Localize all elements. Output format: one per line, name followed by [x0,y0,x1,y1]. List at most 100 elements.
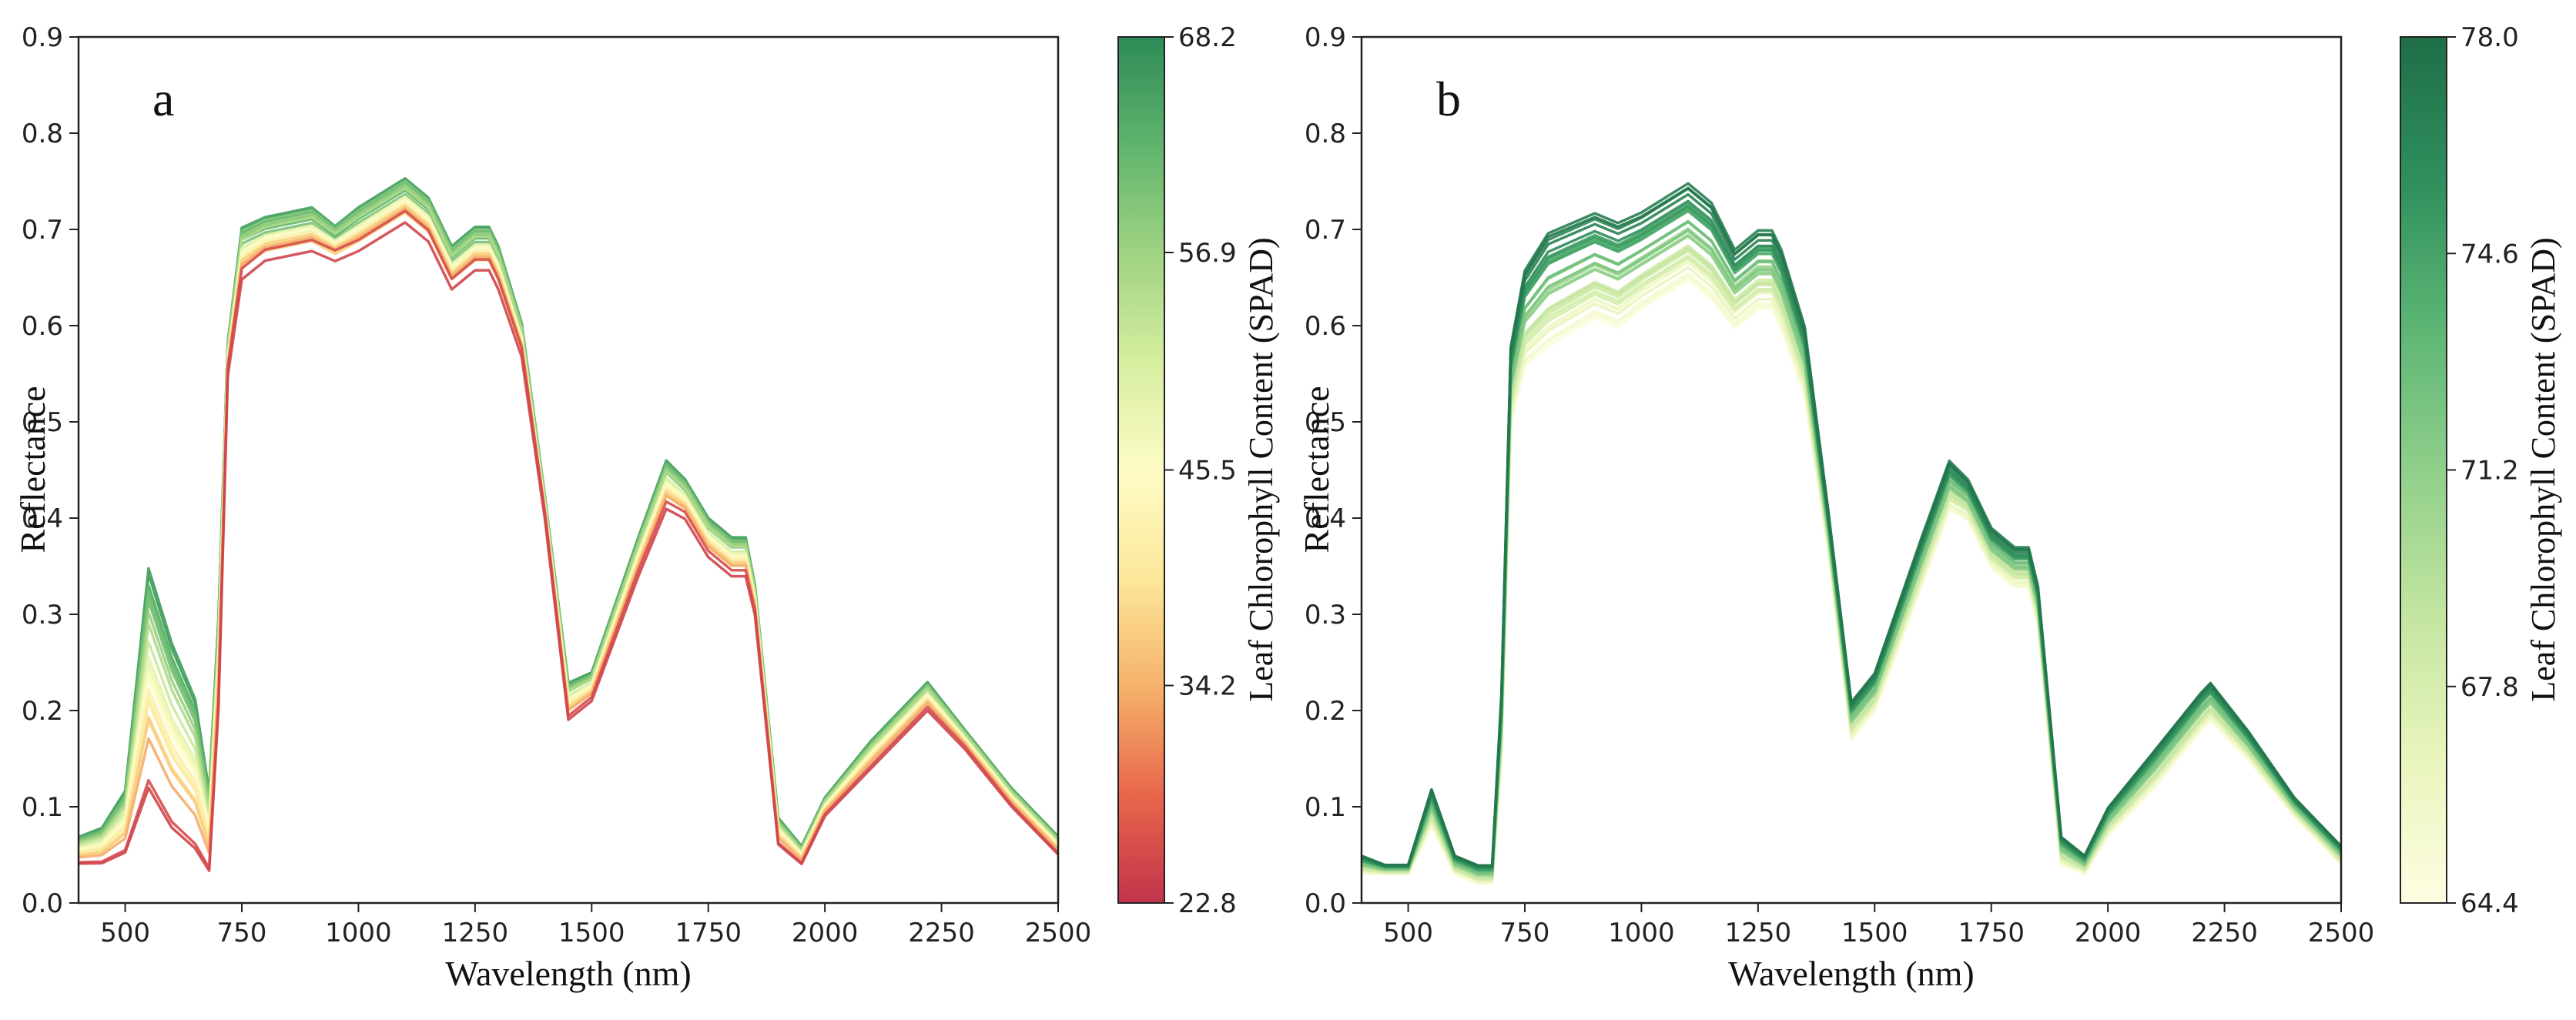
colorbar-tick-label: 67.8 [2460,672,2519,703]
colorbar-tick-label: 64.4 [2460,888,2519,919]
y-tick-label: 0.2 [1305,696,1346,727]
y-tick-label: 0.7 [1305,215,1346,246]
colorbar-tick-label: 45.5 [1178,456,1237,487]
x-tick-label: 2500 [1025,918,1092,948]
panel-b-frame [1360,35,2343,905]
x-tick-label: 1000 [325,918,392,948]
spectrum-curve [79,204,1058,858]
spectrum-curve [79,210,1058,860]
panel-a-colorbar-label: Leaf Chlorophyll Content (SPAD) [1242,237,1280,701]
y-tick-label: 0.1 [1305,792,1346,823]
spectrum-curve [79,196,1058,854]
panel-a: 500 750 1000 1250 1500 1750 2000 2250 2500 0.00.… [13,22,1280,993]
spectrum-curve [1362,266,2341,882]
spectrum-curve [79,202,1058,857]
spectrum-curve [79,188,1058,849]
spectrum-curve [1362,246,2341,880]
panel-b-x-axis-label: Wavelength (nm) [1728,954,1974,993]
panel-a-colorbar-ticks: 22.8 34.2 45.5 56.9 68.2 [1164,22,1237,919]
panel-b-x-ticks: 500 750 1000 1250 1500 1750 2000 2250 2500 [1383,903,2374,948]
colorbar-tick-label: 56.9 [1178,238,1237,269]
panel-a-y-ticks: 0.0 0.1 0.2 0.3 0.4 0.5 0.6 0.7 0.8 0.9 [22,22,79,919]
spectrum-curve [79,196,1058,855]
y-tick-label: 0.0 [1305,888,1346,919]
spectrum-curve [79,183,1058,851]
panel-a-y-axis-label: Reflectance [13,386,52,553]
x-tick-label: 2250 [2191,918,2258,948]
x-tick-label: 1750 [675,918,742,948]
spectrum-curve [1362,249,2341,880]
panel-b-colorbar [2400,36,2447,904]
spectrum-curve [79,179,1058,850]
spectrum-curve [1362,186,2341,868]
panel-b-colorbar-label: Leaf Chlorophyll Content (SPAD) [2524,237,2562,701]
spectrum-curve [1362,246,2341,879]
x-tick-label: 750 [1500,918,1550,948]
panel-a-x-ticks: 500 750 1000 1250 1500 1750 2000 2250 2500 [100,903,1091,948]
y-tick-label: 0.6 [1305,311,1346,342]
spectrum-curve [1362,259,2341,883]
panel-a-curves [79,176,1058,872]
spectrum-curve [79,185,1058,849]
x-tick-label: 500 [1383,918,1433,948]
colorbar-tick-label: 34.2 [1178,671,1237,702]
x-tick-label: 1500 [1841,918,1908,948]
y-tick-label: 0.3 [22,600,63,630]
spectrum-curve [79,177,1058,848]
spectrum-curve [79,182,1058,848]
spectrum-curve [79,202,1058,856]
spectrum-curve [79,202,1058,856]
spectrum-curve [79,202,1058,858]
spectrum-curve [1362,256,2341,881]
spectrum-curve [1362,260,2341,884]
colorbar-tick-label: 71.2 [2460,456,2519,487]
x-tick-label: 2000 [2075,918,2142,948]
colorbar-tick-label: 74.6 [2460,239,2519,269]
x-tick-label: 2500 [2308,918,2375,948]
spectrum-curve [1362,254,2341,881]
panel-a-letter: a [152,72,174,126]
spectrum-curve [79,195,1058,855]
y-tick-label: 0.3 [1305,600,1346,630]
x-tick-label: 1750 [1958,918,2025,948]
panel-b-y-axis-label: Reflectance [1297,386,1336,553]
spectrum-curve [1362,249,2341,881]
y-tick-label: 0.9 [22,22,63,53]
panel-b-colorbar-ticks: 64.4 67.8 71.2 74.6 78.0 [2447,22,2519,919]
x-tick-label: 1250 [442,918,509,948]
colorbar-tick-label: 78.0 [2460,22,2519,53]
y-tick-label: 0.9 [1305,22,1346,53]
y-tick-label: 0.8 [1305,119,1346,149]
spectrum-curve [79,200,1058,856]
spectrum-curve [79,186,1058,852]
y-tick-label: 0.4 [22,503,63,534]
panel-b: 500 750 1000 1250 1500 1750 2000 2250 2500 0.0 0.… [1297,22,2562,993]
spectrum-curve [79,198,1058,856]
spectrum-curve [79,203,1058,858]
spectrum-curve [79,192,1058,851]
spectrum-curve [79,182,1058,850]
y-tick-label: 0.5 [1305,407,1346,438]
panel-b-letter: b [1436,72,1461,126]
spectrum-curve [79,206,1058,861]
y-tick-label: 0.2 [22,696,63,727]
y-tick-label: 0.6 [22,311,63,342]
x-tick-label: 1000 [1608,918,1675,948]
spectrum-curve [79,203,1058,858]
spectrum-curve [1362,277,2341,885]
y-tick-label: 0.4 [1305,503,1346,534]
spectrum-curve [79,221,1058,872]
x-tick-label: 1250 [1725,918,1792,948]
y-tick-label: 0.8 [22,119,63,149]
spectrum-curve [79,176,1058,848]
spectrum-curve [79,189,1058,850]
spectrum-curve [1362,244,2341,880]
x-tick-label: 2250 [908,918,975,948]
y-tick-label: 0.5 [22,407,63,438]
spectrum-curve [1362,233,2341,877]
colorbar-tick-label: 68.2 [1178,22,1237,53]
spectrum-curve [1362,272,2341,885]
spectrum-curve [1362,278,2341,885]
panel-a-frame [77,35,1060,905]
